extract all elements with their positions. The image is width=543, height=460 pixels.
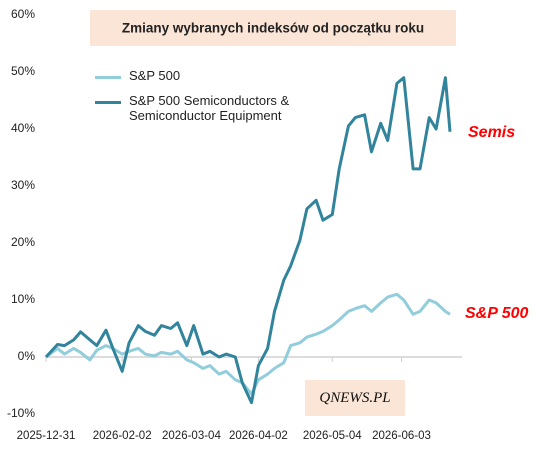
annotation: Semis [468,124,516,141]
y-tick-label: 40% [11,121,35,135]
watermark: QNEWS.PL [305,380,405,416]
y-tick-label: 10% [11,292,35,306]
y-tick-label: 50% [11,64,35,78]
legend-item: S&P 500 [95,68,310,83]
annotation: S&P 500 [465,305,529,322]
x-tick-label: 2026-05-04 [303,430,362,442]
legend-label: S&P 500 Semiconductors & Semiconductor E… [129,93,290,123]
x-tick-label: 2026-02-02 [93,430,152,442]
y-tick-label: 30% [11,178,35,192]
x-tick-label: 2026-04-02 [229,430,288,442]
x-tick-label: 2025-12-31 [17,430,76,442]
title-box [90,10,456,46]
chart-title: Zmiany wybranych indeksów od początku ro… [122,21,424,36]
y-tick-label: -10% [7,406,35,420]
series-line [45,292,451,396]
series-line [44,76,452,405]
legend: S&P 500 S&P 500 Semiconductors & Semicond… [95,68,310,133]
x-tick-label: 2026-03-04 [162,430,221,442]
y-tick-label: 0% [18,349,36,363]
legend-swatch [95,76,121,79]
legend-swatch [95,101,121,104]
y-tick-label: 60% [11,7,35,21]
x-tick-label: 2026-06-03 [372,430,431,442]
legend-item: S&P 500 Semiconductors & Semiconductor E… [95,93,310,123]
legend-label: S&P 500 [129,68,181,83]
y-tick-label: 20% [11,235,35,249]
